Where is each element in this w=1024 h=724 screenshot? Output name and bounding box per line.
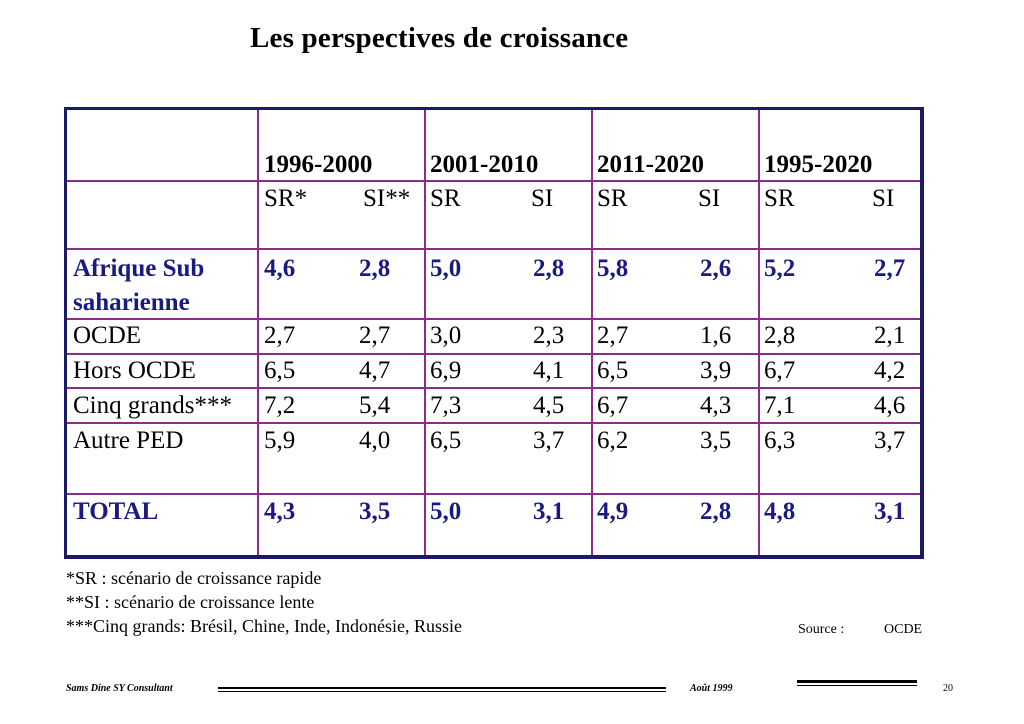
footer-author: Sams Dine SY Consultant — [66, 683, 173, 694]
table-cell: 4,5 — [533, 392, 565, 419]
table-divider — [424, 110, 426, 555]
table-cell: 2,8 — [764, 322, 796, 349]
table-cell: 6,9 — [430, 357, 462, 384]
footer-rule — [218, 691, 666, 692]
table-cell: 2,6 — [700, 255, 732, 282]
growth-table: 1996-2000 2001-2010 2011-2020 1995-2020 … — [64, 107, 924, 559]
footnote: **SI : scénario de croissance lente — [66, 592, 315, 612]
page-title: Les perspectives de croissance — [250, 22, 629, 54]
table-cell: 7,1 — [764, 392, 796, 419]
table-cell: 6,3 — [764, 427, 796, 454]
row-label: saharienne — [73, 289, 190, 316]
table-cell: 5,2 — [764, 255, 796, 282]
table-divider — [758, 110, 760, 555]
period-header: 2001-2010 — [430, 151, 539, 178]
scenario-header: SR — [430, 185, 461, 212]
row-label: TOTAL — [73, 498, 159, 525]
table-cell: 3,9 — [700, 357, 732, 384]
table-divider — [67, 318, 920, 320]
table-cell: 4,6 — [264, 255, 296, 282]
row-label: Hors OCDE — [73, 357, 196, 384]
table-cell: 2,7 — [874, 255, 906, 282]
row-label: Autre PED — [73, 427, 184, 454]
table-cell: 2,1 — [874, 322, 906, 349]
period-header: 1995-2020 — [764, 151, 873, 178]
table-cell: 2,7 — [359, 322, 391, 349]
footer-rule — [797, 685, 917, 686]
scenario-header: SR — [764, 185, 795, 212]
period-header: 1996-2000 — [264, 151, 373, 178]
footer-rule — [218, 687, 666, 689]
table-divider — [591, 110, 593, 555]
table-cell: 4,0 — [359, 427, 391, 454]
table-cell: 3,5 — [700, 427, 732, 454]
table-cell: 2,8 — [359, 255, 391, 282]
row-label: Afrique Sub — [73, 255, 205, 282]
table-cell: 3,1 — [874, 498, 906, 525]
table-cell: 3,5 — [359, 498, 391, 525]
table-divider — [67, 387, 920, 389]
table-divider — [67, 493, 920, 495]
table-cell: 2,8 — [700, 498, 732, 525]
footer-date: Août 1999 — [690, 683, 733, 694]
table-cell: 4,2 — [874, 357, 906, 384]
footnotes: *SR : scénario de croissance rapide **SI… — [66, 566, 462, 638]
table-cell: 5,4 — [359, 392, 391, 419]
table-cell: 2,3 — [533, 322, 565, 349]
table-cell: 7,2 — [264, 392, 296, 419]
footer-rule — [797, 680, 917, 683]
table-cell: 6,2 — [597, 427, 629, 454]
table-cell: 4,3 — [264, 498, 296, 525]
table-cell: 4,7 — [359, 357, 391, 384]
period-header: 2011-2020 — [597, 151, 704, 178]
table-cell: 5,8 — [597, 255, 629, 282]
table-cell: 5,0 — [430, 255, 462, 282]
table-divider — [67, 180, 920, 182]
table-cell: 2,7 — [597, 322, 629, 349]
scenario-header: SI — [872, 185, 895, 212]
table-cell: 5,0 — [430, 498, 462, 525]
scenario-header: SR — [597, 185, 628, 212]
table-cell: 1,6 — [700, 322, 732, 349]
table-cell: 2,7 — [264, 322, 296, 349]
table-cell: 2,8 — [533, 255, 565, 282]
table-divider — [67, 353, 920, 355]
scenario-header: SR* — [264, 185, 308, 212]
footnote: ***Cinq grands: Brésil, Chine, Inde, Ind… — [66, 616, 462, 636]
table-cell: 6,5 — [430, 427, 462, 454]
table-cell: 6,7 — [764, 357, 796, 384]
scenario-header: SI — [698, 185, 721, 212]
table-cell: 6,5 — [597, 357, 629, 384]
row-label: Cinq grands*** — [73, 392, 233, 419]
table-cell: 7,3 — [430, 392, 462, 419]
table-divider — [67, 248, 920, 250]
table-divider — [67, 422, 920, 424]
table-divider — [257, 110, 259, 555]
table-cell: 3,7 — [533, 427, 565, 454]
table-cell: 4,6 — [874, 392, 906, 419]
source-label: Source : — [798, 622, 845, 637]
table-cell: 6,7 — [597, 392, 629, 419]
table-cell: 5,9 — [264, 427, 296, 454]
table-cell: 4,9 — [597, 498, 629, 525]
scenario-header: SI** — [363, 185, 411, 212]
footnote: *SR : scénario de croissance rapide — [66, 568, 322, 588]
table-cell: 6,5 — [264, 357, 296, 384]
table-cell: 4,8 — [764, 498, 796, 525]
page-number: 20 — [943, 683, 953, 694]
table-cell: 4,1 — [533, 357, 565, 384]
table-cell: 3,1 — [533, 498, 565, 525]
table-cell: 3,0 — [430, 322, 462, 349]
source-value: OCDE — [884, 622, 923, 637]
scenario-header: SI — [531, 185, 554, 212]
row-label: OCDE — [73, 322, 142, 349]
table-cell: 3,7 — [874, 427, 906, 454]
table-cell: 4,3 — [700, 392, 732, 419]
